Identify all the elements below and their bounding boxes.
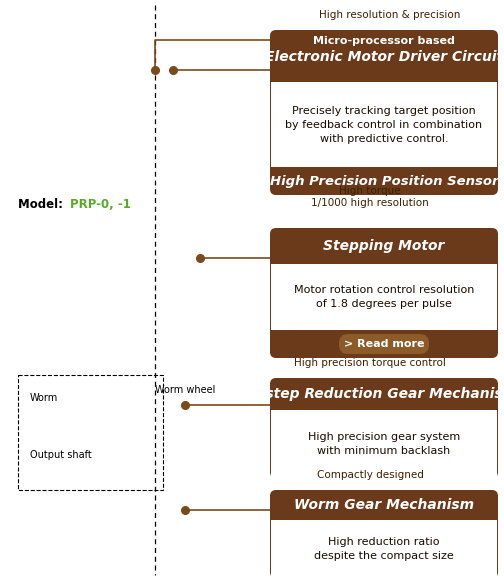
FancyBboxPatch shape [270,378,498,478]
Bar [271,520,497,578]
Text: PRP-0, -1: PRP-0, -1 [70,198,131,211]
Text: 3-step Reduction Gear Mechanism: 3-step Reduction Gear Mechanism [250,387,504,401]
FancyBboxPatch shape [339,334,429,354]
Text: Output shaft: Output shaft [30,450,92,460]
FancyBboxPatch shape [270,490,498,578]
Bar [271,82,497,167]
Text: Worm wheel: Worm wheel [155,385,215,395]
Text: Precisely tracking target position
by feedback control in combination
with predi: Precisely tracking target position by fe… [285,105,482,144]
Text: Compactly designed: Compactly designed [317,470,423,480]
Bar [18,375,163,490]
Text: High precision gear system
with minimum backlash: High precision gear system with minimum … [308,432,460,456]
Text: High resolution & precision: High resolution & precision [320,10,461,20]
Text: Motor rotation control resolution
of 1.8 degrees per pulse: Motor rotation control resolution of 1.8… [294,285,474,309]
Text: High precision torque control: High precision torque control [294,358,446,368]
FancyBboxPatch shape [270,228,498,358]
Text: Worm: Worm [30,393,58,403]
Text: Worm Gear Mechanism: Worm Gear Mechanism [294,498,474,512]
Text: > Read more: > Read more [344,339,424,349]
Text: High Precision Position Sensor: High Precision Position Sensor [270,175,498,187]
Bar [271,264,497,330]
Text: Stepping Motor: Stepping Motor [323,239,445,253]
Text: High torque
1/1000 high resolution: High torque 1/1000 high resolution [311,186,429,208]
Text: Electronic Motor Driver Circuit: Electronic Motor Driver Circuit [265,50,503,64]
FancyBboxPatch shape [270,30,498,195]
Text: Micro-processor based: Micro-processor based [313,36,455,46]
Text: Model:: Model: [18,198,67,211]
Bar [271,410,497,478]
Text: High reduction ratio
despite the compact size: High reduction ratio despite the compact… [314,537,454,561]
